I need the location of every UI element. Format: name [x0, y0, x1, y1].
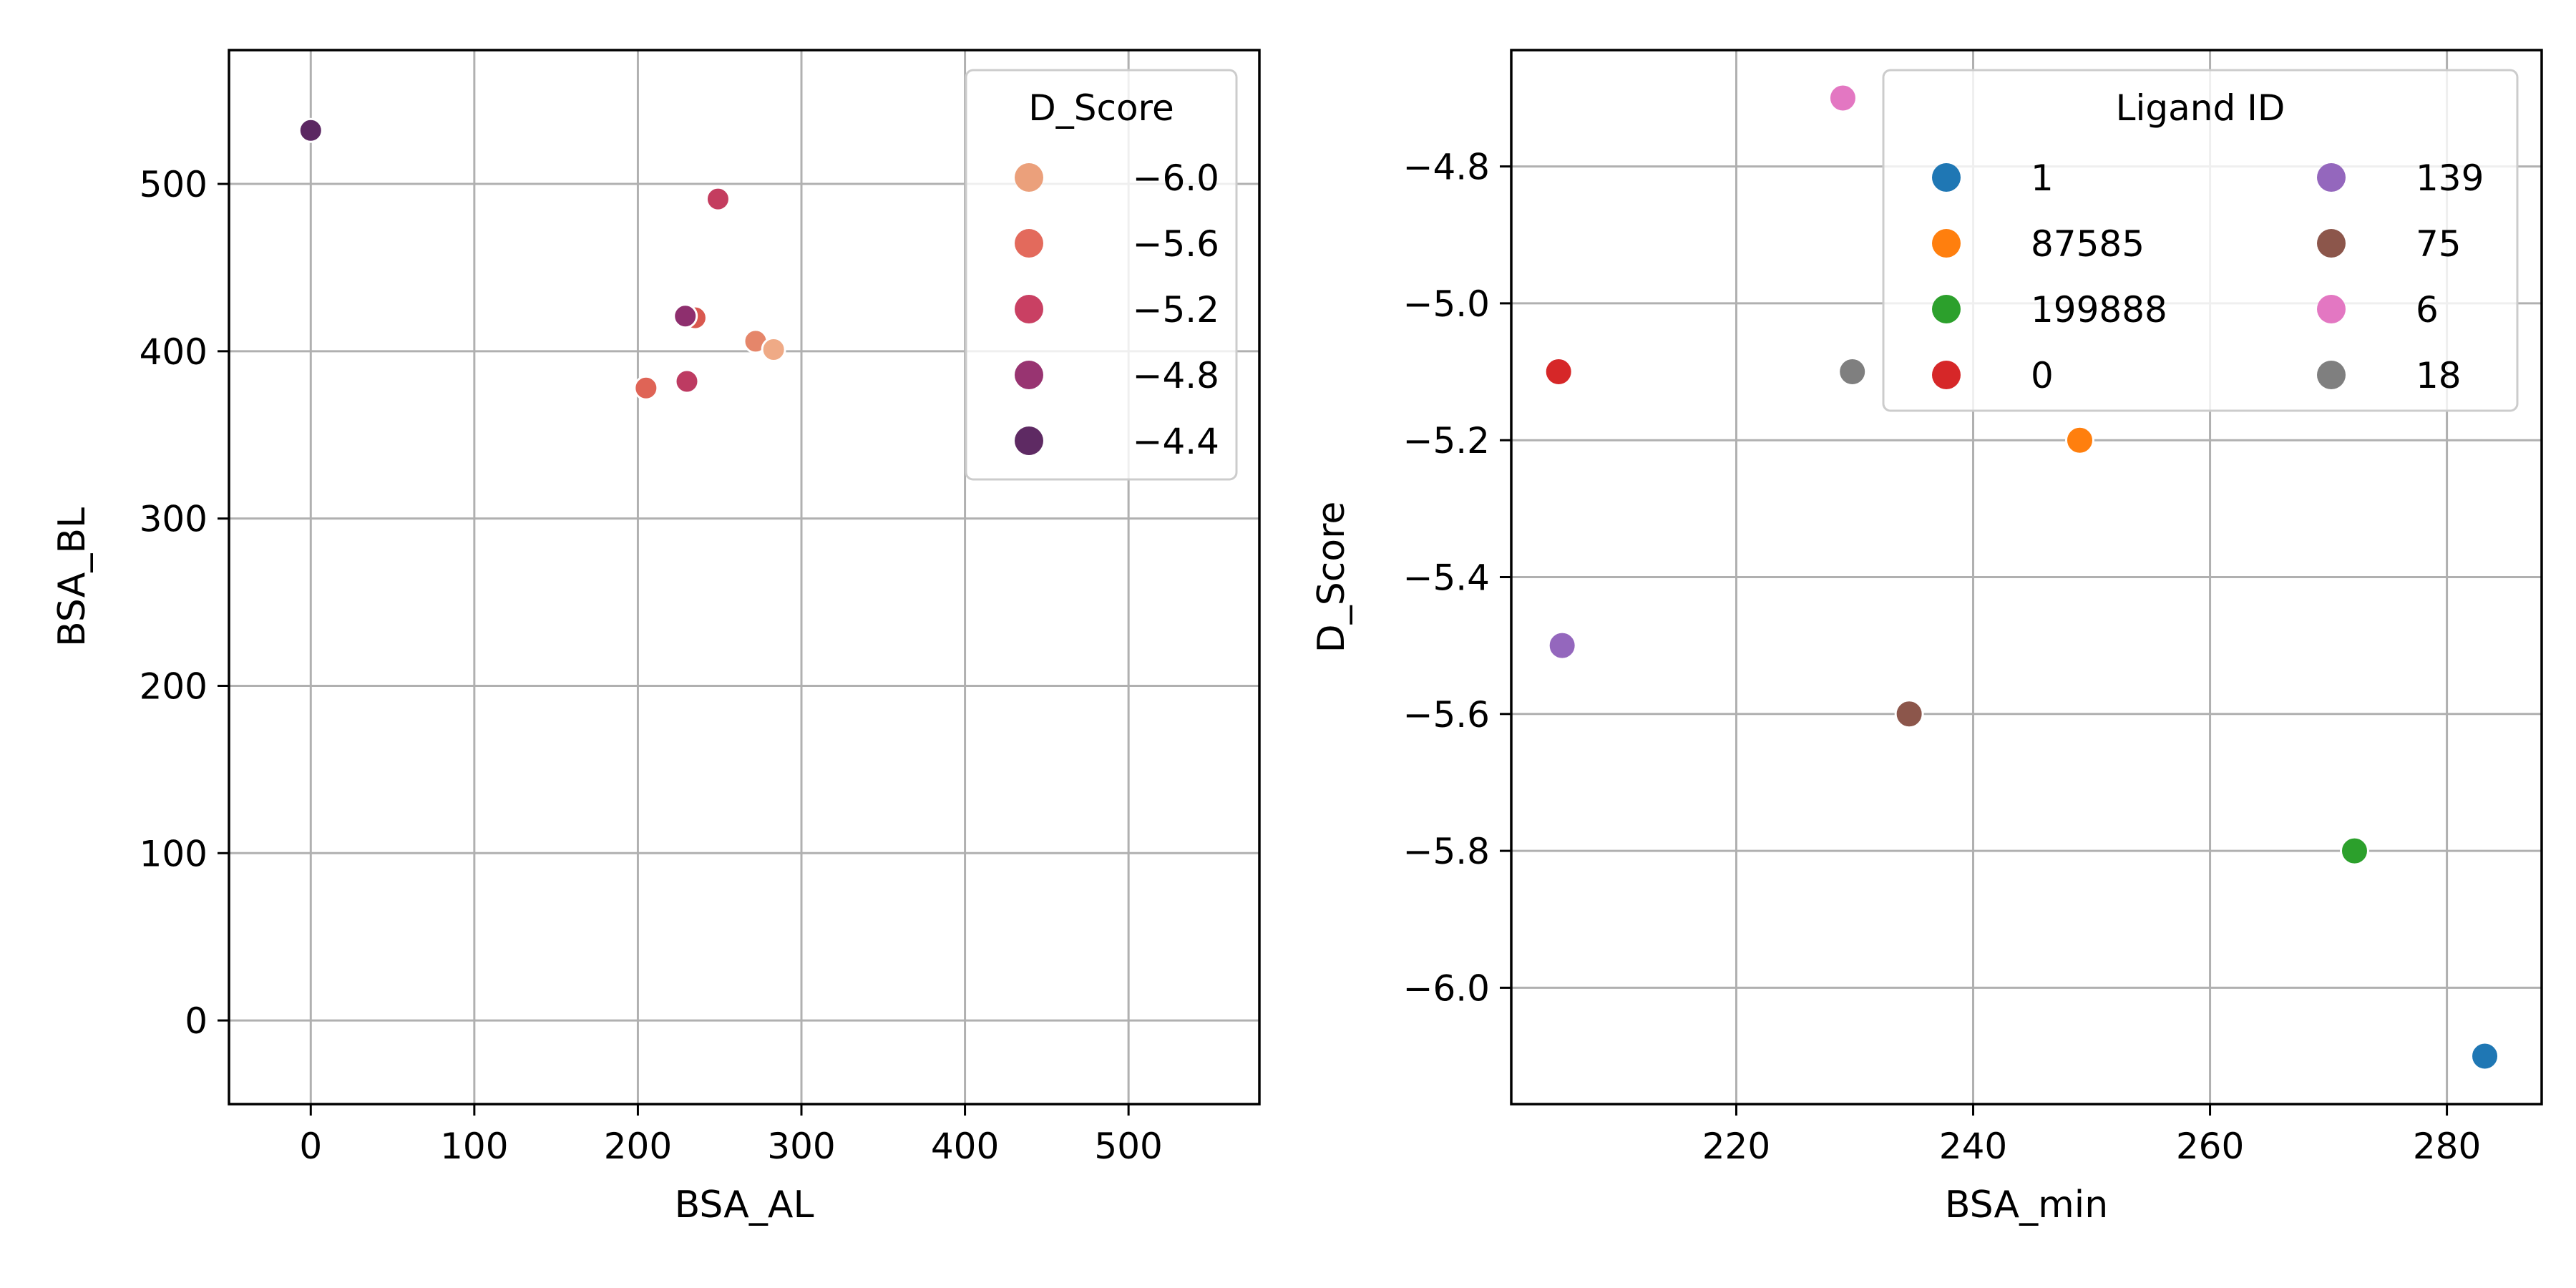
x-tick-label: 260 [2176, 1126, 2244, 1167]
x-tick-label: 0 [299, 1126, 322, 1167]
legend-frame [1882, 69, 2519, 412]
x-tick-label: 300 [767, 1126, 835, 1167]
data-point [1543, 357, 1574, 387]
y-axis-label: BSA_BL [51, 507, 94, 647]
y-tick-label: 200 [140, 665, 208, 707]
legend-marker [1015, 229, 1043, 258]
data-point [633, 375, 659, 401]
data-point [2470, 1041, 2500, 1071]
x-tick-label: 200 [604, 1126, 672, 1167]
y-tick-label: −5.0 [1403, 283, 1490, 325]
data-point [761, 337, 786, 363]
legend-marker [2317, 361, 2346, 389]
legend-label: 199888 [2031, 289, 2167, 331]
data-point [2339, 836, 2369, 866]
x-tick-label: 280 [2413, 1126, 2481, 1167]
y-axis-label: D_Score [1310, 502, 1353, 653]
legend-label: 1 [2031, 157, 2054, 199]
y-tick-label: −6.0 [1403, 967, 1490, 1009]
legend-label: 139 [2416, 157, 2484, 199]
legend-label: 18 [2416, 355, 2462, 396]
legend-label: 75 [2416, 223, 2462, 265]
chart-panel-2: 220 240 260 280 −4.8 −5.0 −5.2 −5.4 −5.6 −5.8 −6.0… [1310, 49, 2543, 1226]
y-tick-label: −5.6 [1403, 694, 1490, 736]
axes-frame [228, 49, 1261, 1106]
legend-marker [1015, 295, 1043, 323]
y-tick-label: −5.8 [1403, 831, 1490, 872]
legend-title: D_Score [1028, 87, 1174, 129]
legend-label: −4.4 [1133, 421, 1219, 462]
data-point [1838, 357, 1868, 387]
x-tick-label: 400 [931, 1126, 999, 1167]
x-axis-label: BSA_min [1945, 1184, 2108, 1226]
x-tick-label: 220 [1702, 1126, 1770, 1167]
legend-label: −5.6 [1133, 223, 1219, 265]
legend: D_Score −6.0 −5.6 −5.2 −4.8 −4.4 [965, 69, 1238, 481]
legend-marker [1932, 163, 1961, 192]
data-point [1894, 699, 1924, 729]
legend-marker [2317, 295, 2346, 323]
data-point [1547, 630, 1577, 660]
legend-marker [1015, 163, 1043, 192]
legend-label: 0 [2031, 355, 2054, 396]
y-tick-label: 100 [140, 833, 208, 874]
data-point [2064, 425, 2094, 455]
y-tick-label: 300 [140, 499, 208, 540]
x-tick-label: 100 [440, 1126, 508, 1167]
data-point [1828, 83, 1858, 113]
legend-frame [965, 69, 1238, 481]
legend-marker [1015, 361, 1043, 389]
x-axis-label: BSA_AL [675, 1184, 814, 1226]
legend-label: −5.2 [1133, 289, 1219, 331]
legend-label: −6.0 [1133, 157, 1219, 199]
legend-label: 87585 [2031, 223, 2145, 265]
x-tick-label: 500 [1094, 1126, 1162, 1167]
y-tick-label: −5.2 [1403, 420, 1490, 462]
chart-panel-1: 0 100 200 300 400 500 0 100 200 300 400 500 BSA_AL BS… [51, 49, 1261, 1226]
data-point [674, 369, 700, 394]
legend-title: Ligand ID [2116, 87, 2285, 129]
legend-marker [2317, 163, 2346, 192]
data-point [298, 117, 323, 143]
y-tick-label: −5.4 [1403, 557, 1490, 599]
y-tick-label: −4.8 [1403, 147, 1490, 188]
y-tick-label: 400 [140, 331, 208, 373]
legend-marker [1932, 295, 1961, 323]
x-tick-label: 240 [1939, 1126, 2007, 1167]
legend-marker [1932, 229, 1961, 258]
legend-marker [1932, 361, 1961, 389]
data-point [673, 303, 698, 329]
legend: Ligand ID 1 87585 199888 0 139 75 6 18 [1882, 69, 2519, 412]
legend-label: 6 [2416, 289, 2439, 331]
legend-label: −4.8 [1133, 355, 1219, 396]
legend-marker [1015, 426, 1043, 455]
y-tick-label: 0 [185, 1000, 208, 1042]
data-point [705, 186, 731, 212]
y-tick-label: 500 [140, 164, 208, 205]
legend-marker [2317, 229, 2346, 258]
